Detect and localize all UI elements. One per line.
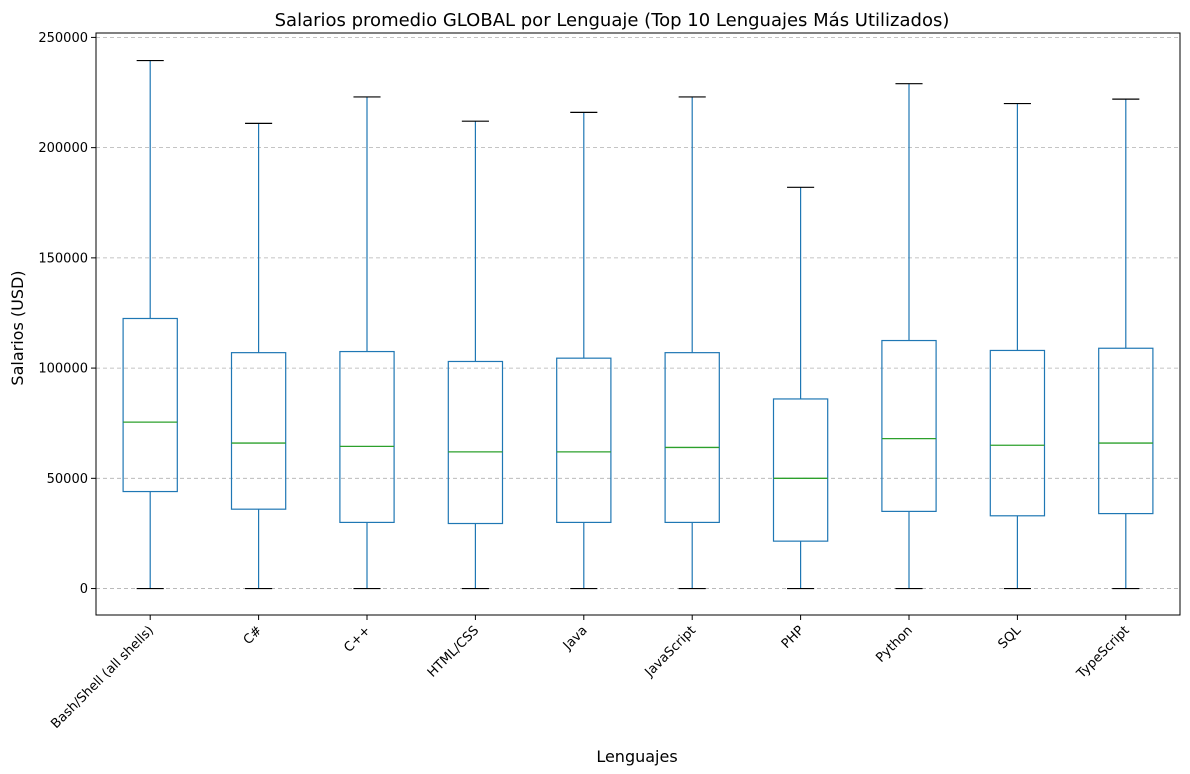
iqr-box — [772, 398, 829, 542]
iqr-box — [447, 360, 504, 525]
y-tick-label: 100000 — [38, 362, 88, 377]
chart-title: Salarios promedio GLOBAL por Lenguaje (T… — [275, 10, 950, 31]
x-tick-label: TypeScript — [1074, 623, 1133, 682]
y-tick-label: 200000 — [38, 141, 88, 156]
box-9 — [1098, 98, 1154, 590]
plot-frame — [95, 32, 1181, 616]
box-5 — [664, 96, 720, 590]
iqr-box — [989, 349, 1046, 517]
iqr-box — [230, 352, 287, 510]
y-axis: 0 50000 100000 150000 200000 250000 — [38, 31, 96, 597]
y-axis-label: Salarios (USD) — [8, 270, 27, 385]
x-tick-label: C# — [241, 623, 266, 648]
x-tick-label: Bash/Shell (all shells) — [48, 623, 157, 732]
x-axis: Bash/Shell (all shells) C# C++ HTML/CSS Java… — [48, 615, 1133, 732]
x-tick-label: PHP — [779, 623, 808, 652]
iqr-box — [664, 352, 720, 524]
x-tick-label: HTML/CSS — [425, 623, 482, 680]
y-tick-label: 150000 — [38, 251, 88, 266]
x-tick-label: SQL — [995, 623, 1024, 652]
box-3 — [447, 120, 504, 590]
box-0 — [122, 59, 178, 590]
x-tick-label: Java — [560, 623, 591, 654]
iqr-box — [339, 350, 395, 524]
iqr-box — [122, 317, 178, 493]
x-tick-label: C++ — [341, 623, 373, 655]
x-tick-label: JavaScript — [642, 623, 699, 680]
box-4 — [556, 111, 612, 590]
box-6 — [772, 186, 829, 590]
box-8 — [989, 102, 1046, 590]
grid-lines — [96, 37, 1180, 589]
box-1 — [230, 122, 287, 590]
box-7 — [881, 83, 937, 590]
iqr-box — [881, 339, 937, 512]
x-tick-label: Python — [873, 623, 915, 665]
y-tick-label: 50000 — [47, 472, 88, 487]
y-tick-label: 250000 — [38, 31, 88, 46]
box-2 — [339, 96, 395, 590]
iqr-box — [556, 357, 612, 524]
y-tick-label: 0 — [80, 582, 88, 597]
x-axis-label: Lenguajes — [596, 747, 677, 766]
boxes-group — [122, 59, 1154, 590]
iqr-box — [1098, 347, 1154, 515]
